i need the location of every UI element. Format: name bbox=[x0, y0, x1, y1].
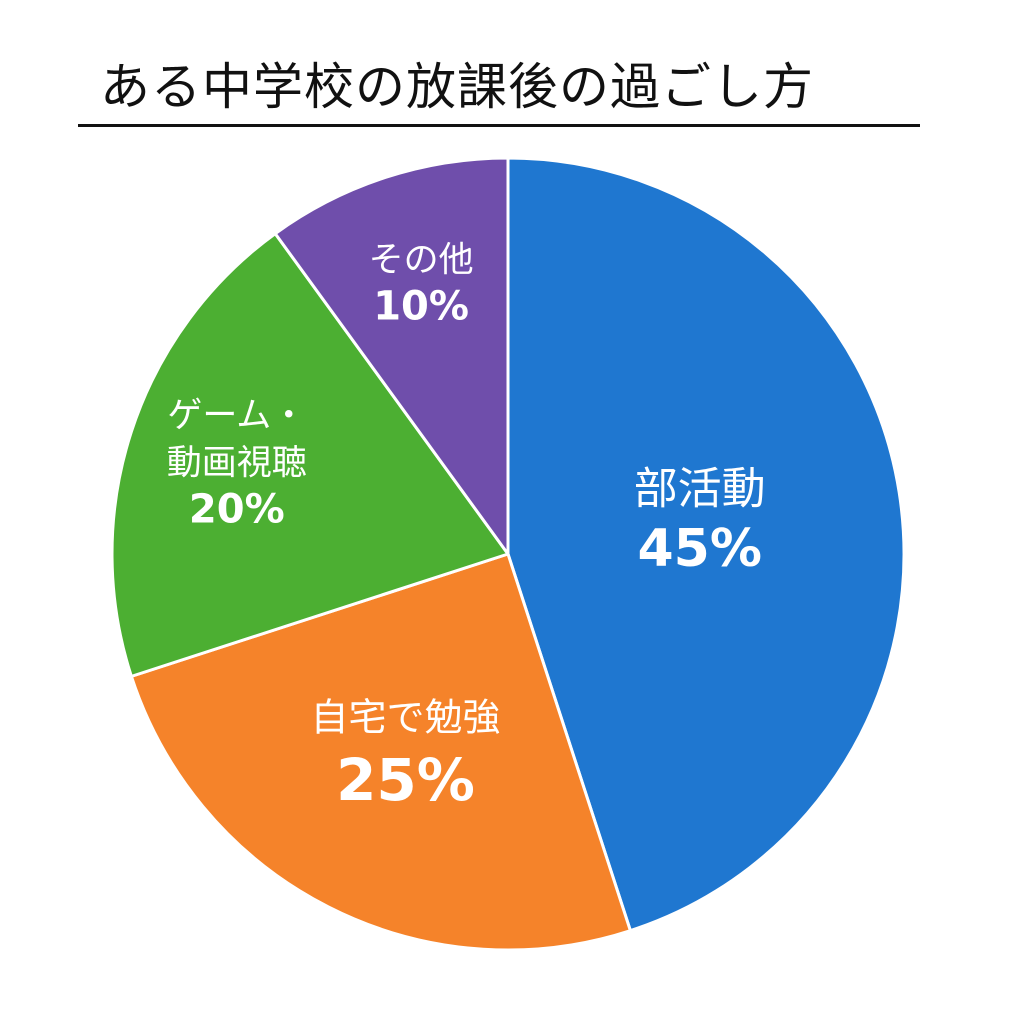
slice-value-label: 25% bbox=[336, 746, 475, 814]
pie-slice bbox=[110, 232, 510, 678]
title-divider bbox=[78, 124, 920, 127]
slice-value-label: 20% bbox=[189, 486, 285, 532]
pie-slice bbox=[506, 156, 906, 933]
slice-category-label: 自宅で勉強 bbox=[310, 695, 500, 739]
pie-slice bbox=[273, 156, 510, 556]
chart-title: ある中学校の放課後の過ごし方 bbox=[100, 58, 814, 116]
pie-slice bbox=[129, 552, 632, 952]
slice-value-label: 10% bbox=[373, 284, 469, 330]
slice-category-label: 部活動 bbox=[634, 464, 766, 515]
slice-category-label: その他 bbox=[369, 241, 474, 281]
pie-slices bbox=[110, 156, 906, 952]
slice-category-label: 動画視聴 bbox=[167, 443, 307, 483]
slice-category-label: ゲーム・ bbox=[167, 396, 306, 436]
slice-value-label: 45% bbox=[637, 519, 761, 579]
